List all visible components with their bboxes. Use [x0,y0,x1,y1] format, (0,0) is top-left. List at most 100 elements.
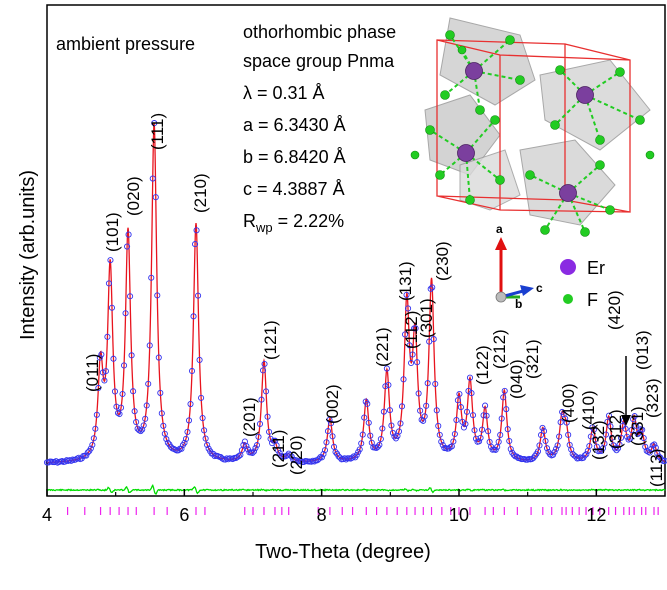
observed-point [498,415,505,422]
axis-a-label: a [496,222,503,236]
observed-point [288,453,295,460]
observed-point [528,455,535,463]
observed-point [404,305,412,312]
difference-curve [46,483,666,495]
observed-point [143,402,150,409]
observed-point [243,443,250,450]
observed-point [130,388,137,395]
legend-er-label: Er [587,258,605,278]
observed-point [625,436,632,443]
observed-point [145,380,152,387]
observed-point [361,414,368,421]
x-tick-label: 12 [586,505,606,525]
observed-point [335,453,342,460]
hkl-label: (122) [473,345,492,385]
observed-point [232,455,239,462]
observed-point [382,383,389,390]
hkl-label: (321) [523,339,542,379]
legend-f-swatch [563,294,573,304]
observed-point [469,412,477,419]
observed-point [250,448,258,455]
observed-point [450,438,457,445]
observed-point [293,457,300,464]
arrow-420-head [621,415,631,426]
observed-point [385,381,392,389]
observed-point [658,456,665,463]
observed-point [639,426,646,433]
observed-point [376,441,383,449]
observed-point [93,411,100,418]
f-atom [465,195,475,205]
f-atom [505,35,515,45]
annotation-pressure: ambient pressure [56,34,195,54]
observed-point [157,389,164,396]
observed-point [332,449,339,456]
x-tick-label: 4 [42,505,52,525]
observed-point [424,380,431,387]
observed-point [184,428,191,435]
axis-b-label: b [515,297,522,311]
observed-point [497,431,504,438]
observed-point [240,441,247,448]
hkl-label: (211) [269,430,288,468]
observed-point [51,459,58,466]
observed-point [262,388,270,395]
observed-point [556,433,563,440]
hkl-label: (212) [490,329,509,369]
observed-point [412,325,419,332]
observed-point [311,458,318,465]
observed-point [655,453,662,460]
observed-point [244,446,251,453]
observed-point [460,424,467,431]
observed-point [327,420,335,427]
annotation-lattice-b: b = 6.8420 Å [243,147,346,167]
observed-point [482,402,489,409]
axes-triad: a c b [495,222,543,311]
legend-f-label: F [587,290,598,310]
observed-point [324,428,332,435]
observed-point [315,455,322,462]
observed-point [471,427,478,434]
observed-point [287,451,294,459]
observed-point [87,445,94,452]
observed-point [492,446,499,453]
annotation-lattice-a: a = 6.3430 Å [243,115,346,135]
observed-point [181,439,188,446]
observed-point [417,407,424,414]
polyhedron [424,94,501,176]
hkl-label: (312) [606,409,625,449]
f-atom [605,205,615,215]
f-atom [635,115,645,125]
legend-er-swatch [560,259,576,275]
observed-point [380,408,387,415]
observed-point [543,445,551,452]
observed-point [418,416,425,423]
observed-point [133,419,140,426]
observed-point [53,458,60,465]
observed-point [388,422,395,429]
hkl-label: (220) [287,435,306,475]
observed-point [253,442,261,449]
observed-point [164,439,171,446]
observed-point [163,436,170,443]
observed-point [510,451,517,458]
polyhedron [459,149,521,211]
observed-point [83,452,90,459]
observed-point [401,331,409,338]
observed-point [406,342,413,349]
observed-point [167,443,174,451]
f-atom [550,120,560,130]
observed-point [456,390,463,398]
observed-point [560,411,567,418]
observed-point [590,426,597,433]
f-atom [490,115,500,125]
observed-point [430,336,437,343]
observed-point [128,352,135,359]
observed-point [111,388,119,395]
observed-point [409,351,416,358]
f-atom [595,135,605,145]
observed-point [485,428,492,435]
observed-point [314,457,321,464]
f-atom [495,175,505,185]
